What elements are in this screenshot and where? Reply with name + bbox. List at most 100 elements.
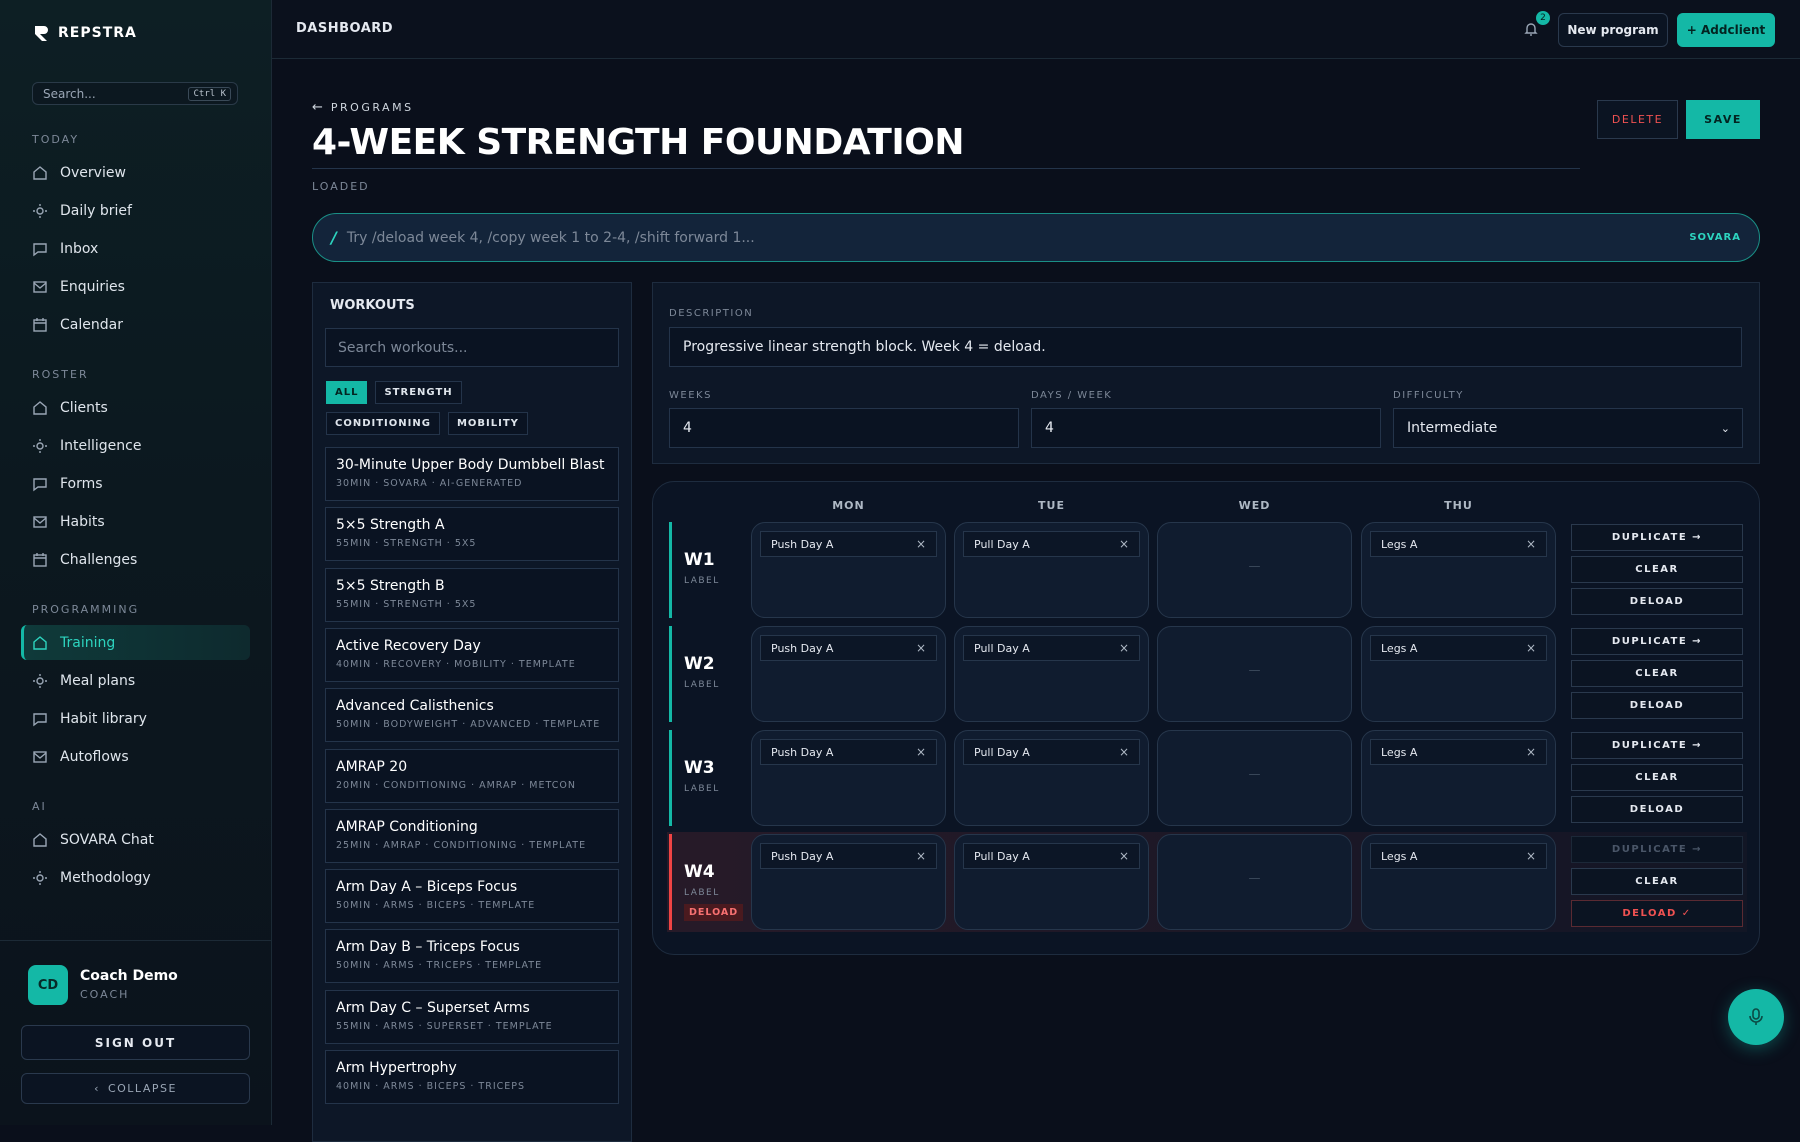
day-cell[interactable]: Legs A × xyxy=(1361,834,1556,930)
day-cell[interactable]: Push Day A × xyxy=(751,626,946,722)
duplicate-button[interactable]: DUPLICATE → xyxy=(1571,628,1743,655)
field-input[interactable]: 4 xyxy=(1031,408,1381,448)
nav-item[interactable]: Overview xyxy=(32,163,242,183)
chip-remove[interactable]: × xyxy=(1525,537,1536,551)
workout-item[interactable]: AMRAP 20 20MIN · CONDITIONING · AMRAP · M… xyxy=(325,748,619,803)
workout-item[interactable]: Arm Day B – Triceps Focus 50MIN · ARMS · … xyxy=(325,929,619,984)
collapse[interactable]: ‹ COLLAPSE xyxy=(21,1073,250,1104)
workout-item[interactable]: 5×5 Strength B 55MIN · STRENGTH · 5X5 xyxy=(325,567,619,622)
nav-item[interactable]: Daily brief xyxy=(32,201,242,221)
nav-item[interactable]: Forms xyxy=(32,474,242,494)
day-cell[interactable]: Pull Day A × xyxy=(954,522,1149,618)
duplicate-button[interactable]: DUPLICATE → xyxy=(1571,732,1743,759)
nav-item[interactable]: Habits xyxy=(32,512,242,532)
workout-item[interactable]: Active Recovery Day 40MIN · RECOVERY · MO… xyxy=(325,627,619,682)
workout-item[interactable]: Arm Hypertrophy 40MIN · ARMS · BICEPS · T… xyxy=(325,1050,619,1104)
day-cell[interactable]: Legs A × xyxy=(1361,626,1556,722)
workout-item[interactable]: AMRAP Conditioning 25MIN · AMRAP · CONDIT… xyxy=(325,808,619,863)
workout-chip[interactable]: Legs A × xyxy=(1370,635,1547,661)
filter-chip[interactable]: CONDITIONING xyxy=(326,412,440,435)
day-cell[interactable]: — xyxy=(1157,626,1352,722)
chip-remove[interactable]: × xyxy=(1118,745,1129,759)
nav-item[interactable]: SOVARA Chat xyxy=(32,830,242,850)
nav-item[interactable]: Challenges xyxy=(32,550,242,570)
clear-button[interactable]: CLEAR xyxy=(1571,556,1743,583)
field-input[interactable]: 4 xyxy=(669,408,1019,448)
deload-button[interactable]: DELOAD xyxy=(1571,588,1743,615)
chip-remove[interactable]: × xyxy=(915,849,926,863)
workout-chip[interactable]: Push Day A × xyxy=(760,635,937,661)
icon[interactable] xyxy=(1523,21,1539,37)
workout-chip[interactable]: Legs A × xyxy=(1370,531,1547,557)
workout-chip[interactable]: Pull Day A × xyxy=(963,531,1140,557)
day-cell[interactable]: Legs A × xyxy=(1361,522,1556,618)
filter-chip[interactable]: STRENGTH xyxy=(375,381,462,404)
back-link[interactable]: ← PROGRAMS xyxy=(312,100,414,115)
nav-item[interactable]: Intelligence xyxy=(32,436,242,456)
deload-button[interactable]: DELOAD xyxy=(1571,692,1743,719)
field-input[interactable]: Intermediate ⌄ xyxy=(1393,408,1743,448)
chip-remove[interactable]: × xyxy=(1525,641,1536,655)
day-cell[interactable]: Push Day A × xyxy=(751,522,946,618)
workout-chip[interactable]: Pull Day A × xyxy=(963,843,1140,869)
nav-item[interactable]: Enquiries xyxy=(32,277,242,297)
day-cell[interactable]: — xyxy=(1157,522,1352,618)
command-bar[interactable]: / Try /deload week 4, /copy week 1 to 2-4… xyxy=(312,213,1760,262)
chip-remove[interactable]: × xyxy=(915,641,926,655)
mic-button[interactable] xyxy=(1728,989,1784,1045)
workout-chip[interactable]: Legs A × xyxy=(1370,739,1547,765)
workout-chip[interactable]: Push Day A × xyxy=(760,843,937,869)
chip-remove[interactable]: × xyxy=(1118,849,1129,863)
chip-remove[interactable]: × xyxy=(915,537,926,551)
workout-chip[interactable]: Pull Day A × xyxy=(963,739,1140,765)
clear-button[interactable]: CLEAR xyxy=(1571,660,1743,687)
filter-chip[interactable]: ALL xyxy=(326,381,368,404)
filter-chip[interactable]: MOBILITY xyxy=(447,412,528,435)
save-button[interactable]: SAVE xyxy=(1686,100,1760,139)
chip-remove[interactable]: × xyxy=(1118,641,1129,655)
workout-item[interactable]: Arm Day A – Biceps Focus 50MIN · ARMS · B… xyxy=(325,869,619,924)
workouts-search[interactable]: Search workouts... xyxy=(325,328,619,367)
brand[interactable]: REPSTRA xyxy=(32,22,137,44)
nav-item[interactable]: Habit library xyxy=(32,709,242,729)
nav-item[interactable]: Methodology xyxy=(32,868,242,888)
workout-item[interactable]: 5×5 Strength A 55MIN · STRENGTH · 5X5 xyxy=(325,507,619,562)
nav-item[interactable]: Meal plans xyxy=(32,671,242,691)
chip-remove[interactable]: × xyxy=(1118,537,1129,551)
nav-item[interactable]: Autoflows xyxy=(32,747,242,767)
workout-item[interactable]: Arm Day C – Superset Arms 55MIN · ARMS · … xyxy=(325,989,619,1044)
nav-item[interactable]: Calendar xyxy=(32,315,242,335)
day-cell[interactable]: Push Day A × xyxy=(751,730,946,826)
add-client[interactable]: + Addclient xyxy=(1677,13,1775,47)
chip-remove[interactable]: × xyxy=(1525,745,1536,759)
nav-item[interactable]: Inbox xyxy=(32,239,242,259)
new-program[interactable]: New program xyxy=(1558,13,1668,47)
workout-chip[interactable]: Push Day A × xyxy=(760,739,937,765)
clear-button[interactable]: CLEAR xyxy=(1571,868,1743,895)
day-cell[interactable]: Legs A × xyxy=(1361,730,1556,826)
workout-chip[interactable]: Pull Day A × xyxy=(963,635,1140,661)
nav-item[interactable]: Clients xyxy=(32,398,242,418)
day-cell[interactable]: Pull Day A × xyxy=(954,834,1149,930)
workout-chip[interactable]: Push Day A × xyxy=(760,531,937,557)
day-cell[interactable]: — xyxy=(1157,834,1352,930)
description-input[interactable]: Progressive linear strength block. Week … xyxy=(669,327,1742,367)
sidebar-search[interactable]: Search... Ctrl K xyxy=(32,82,238,105)
day-cell[interactable]: — xyxy=(1157,730,1352,826)
delete-button[interactable]: DELETE xyxy=(1597,100,1678,139)
day-cell[interactable]: Pull Day A × xyxy=(954,730,1149,826)
sign-out[interactable]: SIGN OUT xyxy=(21,1025,250,1060)
chip-remove[interactable]: × xyxy=(915,745,926,759)
workout-item[interactable]: Advanced Calisthenics 50MIN · BODYWEIGHT … xyxy=(325,688,619,743)
deload-button[interactable]: DELOAD ✓ xyxy=(1571,900,1743,927)
clear-button[interactable]: CLEAR xyxy=(1571,764,1743,791)
duplicate-button[interactable]: DUPLICATE → xyxy=(1571,836,1743,863)
duplicate-button[interactable]: DUPLICATE → xyxy=(1571,524,1743,551)
deload-button[interactable]: DELOAD xyxy=(1571,796,1743,823)
workout-chip[interactable]: Legs A × xyxy=(1370,843,1547,869)
day-cell[interactable]: Push Day A × xyxy=(751,834,946,930)
chip-remove[interactable]: × xyxy=(1525,849,1536,863)
nav-item[interactable]: Training xyxy=(32,633,242,653)
day-cell[interactable]: Pull Day A × xyxy=(954,626,1149,722)
workout-item[interactable]: 30-Minute Upper Body Dumbbell Blast 30MIN… xyxy=(325,447,619,501)
